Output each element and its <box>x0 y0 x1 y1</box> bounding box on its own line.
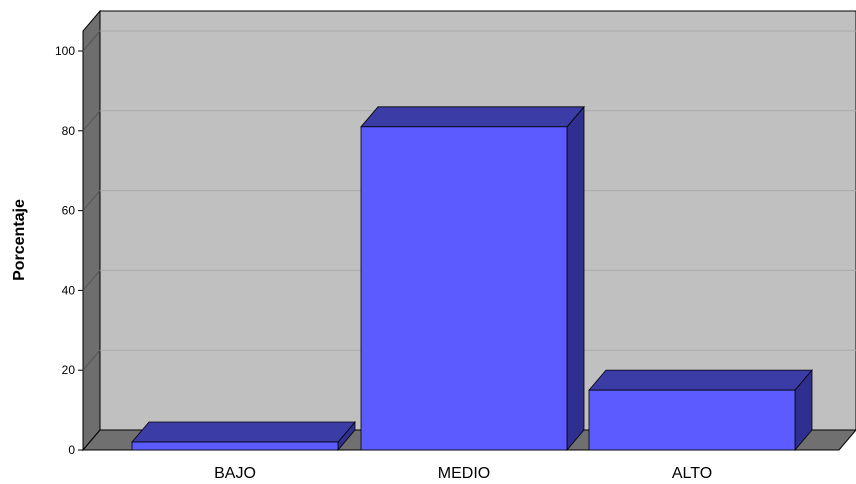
y-tick-label: 100 <box>55 44 75 58</box>
gridline-left <box>82 190 101 211</box>
bars <box>131 105 813 452</box>
y-tick-label: 0 <box>68 443 75 457</box>
x-category-label: BAJO <box>214 465 256 482</box>
y-tick-label: 40 <box>62 283 76 297</box>
gridline-left <box>82 110 101 132</box>
left-wall <box>82 9 101 452</box>
bar-side <box>566 105 585 452</box>
y-axis-title: Porcentaje <box>11 199 28 281</box>
bar-top <box>131 421 356 443</box>
bar <box>588 389 796 451</box>
bar-top <box>588 369 813 391</box>
y-tick-label: 80 <box>62 124 76 138</box>
bar <box>131 441 339 451</box>
y-tick-label: 20 <box>62 363 76 377</box>
gridline-left <box>82 270 101 291</box>
x-category-label: ALTO <box>672 465 712 482</box>
gridline-left <box>82 30 101 52</box>
y-axis-ticks: 0 20 40 60 80 100 <box>55 44 83 457</box>
x-category-label: MEDIO <box>438 465 490 482</box>
bar <box>360 126 568 451</box>
y-tick-label: 60 <box>62 204 76 218</box>
bar-top <box>360 106 585 128</box>
x-axis-labels: BAJO MEDIO ALTO <box>214 465 712 482</box>
gridline-left <box>82 349 101 371</box>
